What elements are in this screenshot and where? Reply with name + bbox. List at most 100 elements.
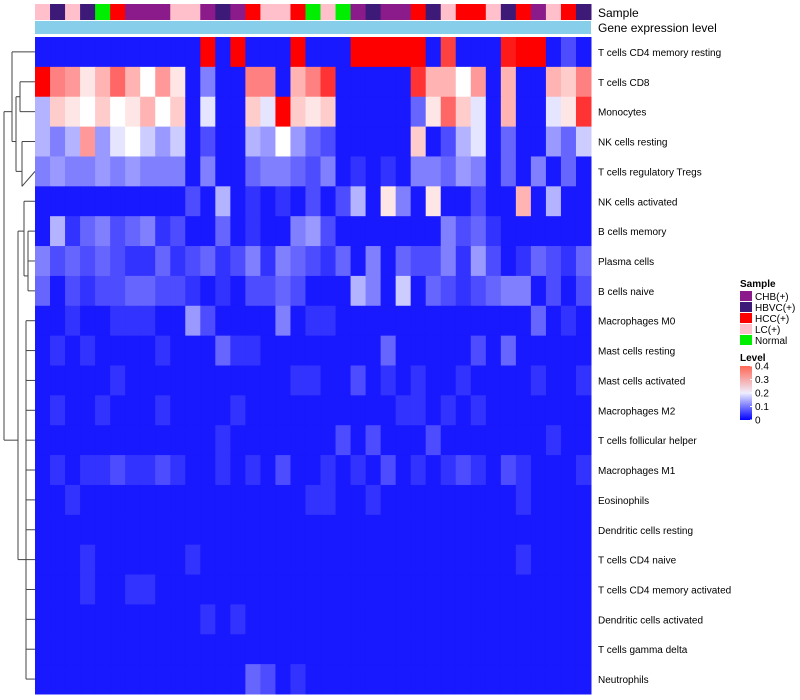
heatmap-cell [365,514,382,546]
heatmap-cell [485,604,502,635]
heatmap-cell [305,66,322,98]
heatmap-cell [125,246,141,277]
heatmap-cell [455,365,472,396]
heatmap-cell [95,455,111,486]
heatmap-cell [290,634,306,665]
heatmap-cell [395,156,412,187]
heatmap-cell [200,246,216,277]
row-label: T cells regulatory Tregs [598,167,702,178]
heatmap-cell [395,604,412,635]
heatmap-cell [560,305,577,337]
heatmap-cell [320,335,337,366]
heatmap-cell [350,455,367,486]
heatmap-cell [65,604,81,635]
heatmap-cell [425,425,442,456]
heatmap-cell [575,246,592,277]
heatmap-cell [110,425,126,456]
heatmap-cell [545,514,562,546]
heatmap-cell [455,96,472,128]
row-label: T cells follicular helper [598,436,697,447]
heatmap-cell [410,156,427,187]
heatmap-cell [395,275,412,307]
heatmap-cell [245,484,261,516]
heatmap-cell [575,514,592,546]
heatmap-cell [320,544,337,576]
heatmap-cell [80,455,96,486]
heatmap-cell [50,156,66,187]
heatmap-cell [50,216,66,247]
heatmap-cell [230,305,246,337]
heatmap-cell [140,156,156,187]
heatmap-cell [35,455,51,486]
sample-bar-cell [110,4,126,20]
heatmap-cell [440,365,457,396]
heatmap-cell [50,66,66,98]
heatmap-cell [80,514,96,546]
heatmap-cell [380,216,397,247]
heatmap-cell [215,664,231,695]
heatmap-cell [350,37,367,68]
sample-legend-label: CHB(+) [755,292,789,303]
heatmap-cell [50,246,66,277]
heatmap-cell [290,126,306,157]
heatmap-cell [170,664,186,695]
heatmap-cell [500,126,517,157]
heatmap-cell [410,425,427,456]
heatmap-cell [500,395,517,426]
heatmap-cell [365,335,382,366]
heatmap-cell [50,634,66,665]
sample-legend-label: HCC(+) [755,314,789,325]
heatmap-cell [530,514,547,546]
heatmap-cell [215,246,231,277]
heatmap-cell [155,216,171,247]
heatmap-cell [410,664,427,695]
heatmap-cell [230,425,246,456]
heatmap-cell [200,544,216,576]
heatmap-cell [200,186,216,217]
heatmap-cell [275,604,291,635]
heatmap-cell [140,395,156,426]
heatmap-cell [35,216,51,247]
heatmap-cell [395,574,412,605]
heatmap-cell [65,514,81,546]
heatmap-cell [275,96,291,128]
heatmap-cell [515,455,532,486]
heatmap-cell [95,275,111,307]
heatmap-cell [545,335,562,366]
heatmap-cell [350,544,367,576]
sample-bar-cell [485,4,502,20]
heatmap-cell [230,335,246,366]
row-label: Macrophages M1 [598,466,676,477]
heatmap-cell [350,484,367,516]
heatmap-cell [125,574,141,605]
heatmap-cell [380,484,397,516]
heatmap-cell [170,634,186,665]
heatmap-cell [125,186,141,217]
heatmap-cell [290,425,306,456]
heatmap-cells [35,37,592,695]
heatmap-cell [230,544,246,576]
heatmap-cell [545,574,562,605]
heatmap-cell [290,156,306,187]
track-label-sample: Sample [598,6,639,20]
heatmap-cell [440,275,457,307]
heatmap-cell [320,634,337,665]
heatmap-cell [200,66,216,98]
heatmap-cell [95,574,111,605]
heatmap-cell [185,96,201,128]
heatmap-cell [350,395,367,426]
heatmap-cell [470,604,487,635]
heatmap-cell [320,455,337,486]
heatmap-cell [260,455,276,486]
heatmap-cell [410,455,427,486]
heatmap-cell [455,514,472,546]
heatmap-cell [260,37,276,68]
heatmap-cell [410,574,427,605]
heatmap-cell [530,604,547,635]
heatmap-cell [35,395,51,426]
heatmap-cell [575,305,592,337]
heatmap-cell [470,484,487,516]
sample-bar-cell [35,4,51,20]
heatmap-cell [515,634,532,665]
heatmap-cell [215,484,231,516]
